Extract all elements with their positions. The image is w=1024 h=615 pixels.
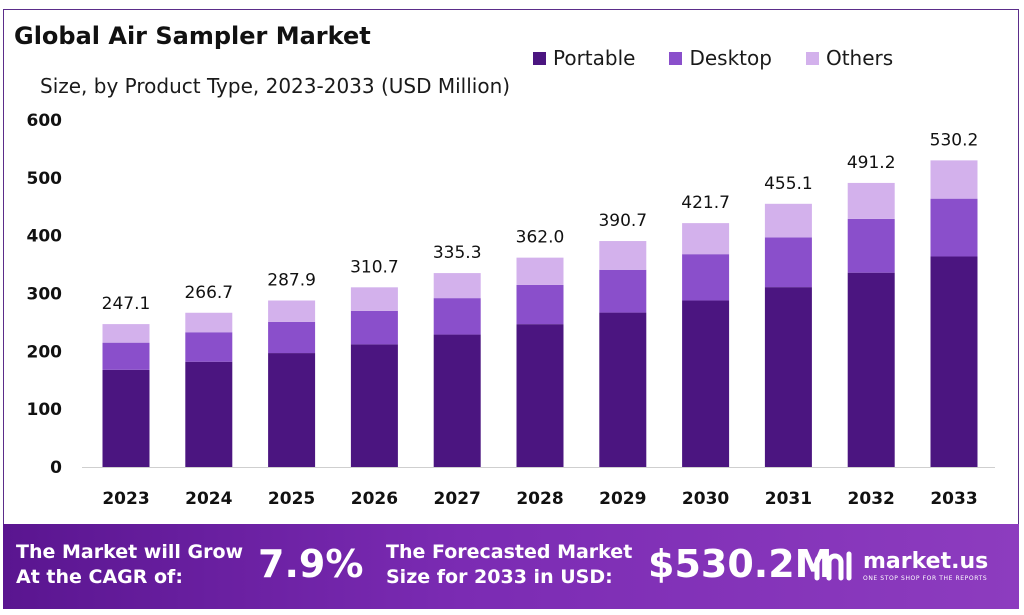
x-tick-label: 2030 [682,489,729,509]
bar-segment-others [764,203,812,238]
x-tick-label: 2028 [516,489,563,509]
total-value-label: 530.2 [930,130,979,150]
bar-segment-others [102,324,150,343]
bar-segment-others [268,300,316,322]
bar-segment-others [847,182,895,219]
legend-label-others: Others [825,46,894,70]
bar-segment-desktop [350,310,398,345]
x-tick-label: 2033 [930,489,977,509]
x-tick-label: 2031 [765,489,812,509]
summary-banner: The Market will Grow At the CAGR of: 7.9… [3,524,1019,609]
legend-item-desktop: Desktop [669,46,772,70]
forecast-value: $530.2M [648,542,833,586]
y-tick-label: 100 [27,400,63,420]
bar-segment-portable [930,256,978,467]
cagr-value: 7.9% [258,542,364,586]
bar-segment-desktop [682,254,730,301]
forecast-label-line2: Size for 2033 in USD: [386,566,613,588]
chart-subtitle: Size, by Product Type, 2023-2033 (USD Mi… [40,74,511,98]
bar-segment-others [599,241,647,270]
bar-segment-others [930,160,978,199]
legend-swatch-portable [533,51,546,65]
legend-item-others: Others [805,46,894,70]
cagr-label: The Market will Grow At the CAGR of: [16,540,243,590]
y-tick-label: 0 [50,458,62,478]
x-tick-label: 2026 [351,489,398,509]
bar-segment-portable [847,272,895,467]
bar-segment-desktop [102,342,150,370]
total-value-label: 287.9 [267,270,316,290]
total-value-label: 421.7 [681,193,730,213]
legend-swatch-others [805,51,819,65]
y-tick-label: 300 [27,285,63,305]
legend: Portable Desktop Others [533,46,927,70]
bar-segment-portable [764,287,812,467]
forecast-label-line1: The Forecasted Market [386,541,633,563]
x-tick-label: 2027 [434,489,481,509]
x-tick-label: 2025 [268,489,315,509]
legend-label-desktop: Desktop [689,46,772,70]
x-tick-label: 2024 [185,489,232,509]
total-value-label: 362.0 [516,228,565,248]
forecast-label: The Forecasted Market Size for 2033 in U… [386,540,632,590]
bar-segment-portable [682,300,730,467]
cagr-label-line1: The Market will Grow [16,541,244,563]
total-value-label: 247.1 [102,294,151,314]
y-tick-label: 500 [27,169,63,189]
bar-segment-desktop [930,198,978,257]
chart-title: Global Air Sampler Market [14,22,371,50]
brand-tagline: ONE STOP SHOP FOR THE REPORTS [863,574,988,582]
legend-swatch-desktop [669,51,683,65]
bar-segment-desktop [516,284,564,325]
bar-segment-portable [350,344,398,467]
bar-segment-desktop [847,218,895,273]
bar-segment-portable [599,312,647,467]
bar-segment-desktop [185,332,233,362]
total-value-label: 491.2 [847,153,896,173]
legend-item-portable: Portable [533,46,635,70]
cagr-label-line2: At the CAGR of: [16,566,183,588]
total-value-label: 455.1 [764,174,813,194]
y-tick-label: 200 [27,342,63,362]
legend-label-portable: Portable [553,46,636,70]
bar-segment-others [682,223,730,255]
brand-name: market.us [863,548,989,574]
bar-segment-desktop [599,269,647,313]
bar-segment-others [350,287,398,311]
bar-segment-portable [433,334,481,467]
bar-segment-portable [268,353,316,467]
bar-segment-desktop [433,298,481,335]
bar-segment-portable [516,324,564,467]
market-us-logo-icon [814,551,852,581]
total-value-label: 335.3 [433,243,482,263]
bar-segment-others [185,312,233,333]
bar-segment-others [516,257,564,285]
y-tick-label: 600 [27,111,63,131]
bar-segment-others [433,273,481,299]
brand-logo: market.us ONE STOP SHOP FOR THE REPORTS [813,548,988,584]
y-tick-label: 400 [27,227,63,247]
bar-segment-portable [102,369,150,467]
bar-segment-desktop [268,321,316,354]
x-tick-label: 2023 [102,489,149,509]
total-value-label: 310.7 [350,257,399,277]
x-tick-label: 2032 [848,489,895,509]
bar-segment-desktop [764,237,812,288]
x-tick-label: 2029 [599,489,646,509]
total-value-label: 390.7 [598,211,647,231]
bar-segment-portable [185,361,233,467]
total-value-label: 266.7 [184,283,233,303]
